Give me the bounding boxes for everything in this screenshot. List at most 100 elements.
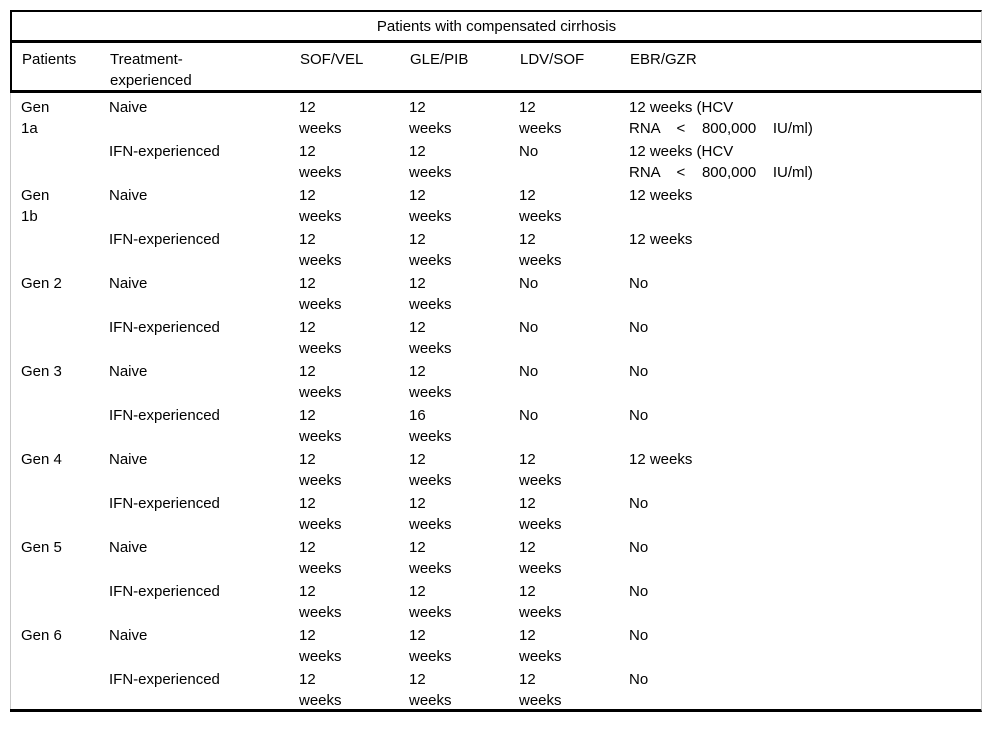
table-title: Patients with compensated cirrhosis	[376, 17, 617, 35]
cell-patients: Gen 4	[21, 451, 62, 468]
cell-treatment: IFN-experienced	[109, 143, 220, 160]
cell-gle-pib: 12 weeks	[409, 363, 452, 401]
cell-ldv-sof: 12 weeks	[519, 627, 562, 665]
cell-treatment: IFN-experienced	[109, 319, 220, 336]
cell-gle-pib: 12 weeks	[409, 671, 452, 709]
cell-patients: Gen 6	[21, 627, 62, 644]
cell-treatment: Naive	[109, 539, 148, 556]
cell-ebr-gzr: 12 weeks (HCV RNA < 800,000 IU/ml)	[629, 99, 813, 137]
cell-patients	[21, 229, 109, 269]
cell-ebr-gzr: 12 weeks	[629, 187, 693, 204]
column-header-gle-pib: GLE/PIB	[410, 51, 469, 68]
cell-ebr-gzr: No	[629, 671, 649, 688]
cell-gle-pib: 12 weeks	[409, 275, 452, 313]
cell-patients	[21, 493, 109, 533]
cell-ebr-gzr: No	[629, 583, 649, 600]
cell-ldv-sof: 12 weeks	[519, 231, 562, 269]
table-row: IFN-experienced 12 weeks 16 weeks No No	[11, 401, 981, 445]
cell-patients	[21, 669, 109, 709]
cell-patients: Gen 5	[21, 539, 62, 556]
cell-treatment: Naive	[109, 451, 148, 468]
cell-gle-pib: 12 weeks	[409, 495, 452, 533]
cell-ldv-sof: 12 weeks	[519, 495, 562, 533]
table-head-block: Patients with compensated cirrhosis Pati…	[10, 12, 981, 93]
cell-gle-pib: 12 weeks	[409, 583, 452, 621]
cell-treatment: Naive	[109, 99, 148, 116]
cell-treatment: Naive	[109, 363, 148, 380]
cell-sof-vel: 12 weeks	[299, 407, 342, 445]
cell-sof-vel: 12 weeks	[299, 143, 342, 181]
cell-sof-vel: 12 weeks	[299, 231, 342, 269]
cell-ldv-sof: No	[519, 319, 539, 336]
cell-ldv-sof: No	[519, 407, 539, 424]
cell-sof-vel: 12 weeks	[299, 627, 342, 665]
cell-gle-pib: 12 weeks	[409, 99, 452, 137]
cell-gle-pib: 16 weeks	[409, 407, 452, 445]
cell-ldv-sof: No	[519, 363, 539, 380]
column-header-patients: Patients	[22, 51, 77, 68]
cell-patients	[21, 317, 109, 357]
cell-gle-pib: 12 weeks	[409, 539, 452, 577]
table-row: IFN-experienced 12 weeks 12 weeks No 12 …	[11, 137, 981, 181]
cell-ebr-gzr: No	[629, 319, 649, 336]
table-row: IFN-experienced 12 weeks 12 weeks 12 wee…	[11, 489, 981, 533]
cell-sof-vel: 12 weeks	[299, 99, 342, 137]
table-row: IFN-experienced 12 weeks 12 weeks No No	[11, 313, 981, 357]
cell-treatment: Naive	[109, 275, 148, 292]
hcv-cirrhosis-treatment-table: Patients with compensated cirrhosis Pati…	[10, 10, 982, 712]
cell-ebr-gzr: No	[629, 363, 649, 380]
cell-patients	[21, 581, 109, 621]
table-row: Gen 5 Naive 12 weeks 12 weeks 12 weeks N…	[11, 533, 981, 577]
table-body: Gen 1a Naive 12 weeks 12 weeks 12 weeks …	[10, 93, 981, 709]
cell-sof-vel: 12 weeks	[299, 187, 342, 225]
cell-ldv-sof: 12 weeks	[519, 671, 562, 709]
cell-ldv-sof: 12 weeks	[519, 539, 562, 577]
cell-sof-vel: 12 weeks	[299, 583, 342, 621]
cell-ldv-sof: No	[519, 275, 539, 292]
cell-treatment: Naive	[109, 627, 148, 644]
table-row: IFN-experienced 12 weeks 12 weeks 12 wee…	[11, 225, 981, 269]
table-title-row: Patients with compensated cirrhosis	[12, 12, 981, 43]
table-row: Gen 2 Naive 12 weeks 12 weeks No No	[11, 269, 981, 313]
cell-gle-pib: 12 weeks	[409, 627, 452, 665]
cell-patients	[21, 141, 109, 181]
cell-sof-vel: 12 weeks	[299, 539, 342, 577]
cell-sof-vel: 12 weeks	[299, 451, 342, 489]
table-row: Gen 1a Naive 12 weeks 12 weeks 12 weeks …	[11, 93, 981, 137]
column-header-ldv-sof: LDV/SOF	[520, 51, 585, 68]
cell-ldv-sof: 12 weeks	[519, 99, 562, 137]
table-row: Gen 1b Naive 12 weeks 12 weeks 12 weeks …	[11, 181, 981, 225]
cell-ebr-gzr: No	[629, 407, 649, 424]
cell-ebr-gzr: No	[629, 539, 649, 556]
cell-ebr-gzr: No	[629, 275, 649, 292]
cell-ebr-gzr: 12 weeks	[629, 451, 693, 468]
cell-sof-vel: 12 weeks	[299, 275, 342, 313]
cell-ebr-gzr: 12 weeks (HCV RNA < 800,000 IU/ml)	[629, 143, 813, 181]
cell-ldv-sof: 12 weeks	[519, 187, 562, 225]
cell-treatment: IFN-experienced	[109, 407, 220, 424]
column-header-treatment-experienced: Treatment- experienced	[110, 51, 192, 89]
table-row: Gen 4 Naive 12 weeks 12 weeks 12 weeks 1…	[11, 445, 981, 489]
table-row: Gen 3 Naive 12 weeks 12 weeks No No	[11, 357, 981, 401]
cell-sof-vel: 12 weeks	[299, 495, 342, 533]
cell-ldv-sof: 12 weeks	[519, 583, 562, 621]
cell-ebr-gzr: 12 weeks	[629, 231, 693, 248]
cell-sof-vel: 12 weeks	[299, 671, 342, 709]
cell-gle-pib: 12 weeks	[409, 143, 452, 181]
cell-patients: Gen 2	[21, 275, 62, 292]
cell-patients	[21, 405, 109, 445]
cell-sof-vel: 12 weeks	[299, 319, 342, 357]
cell-gle-pib: 12 weeks	[409, 231, 452, 269]
cell-gle-pib: 12 weeks	[409, 451, 452, 489]
cell-gle-pib: 12 weeks	[409, 187, 452, 225]
cell-patients: Gen 1a	[21, 99, 50, 137]
cell-ebr-gzr: No	[629, 627, 649, 644]
cell-treatment: IFN-experienced	[109, 671, 220, 688]
cell-treatment: IFN-experienced	[109, 231, 220, 248]
column-header-ebr-gzr: EBR/GZR	[630, 51, 697, 68]
cell-ebr-gzr: No	[629, 495, 649, 512]
cell-treatment: IFN-experienced	[109, 583, 220, 600]
table-row: Gen 6 Naive 12 weeks 12 weeks 12 weeks N…	[11, 621, 981, 665]
cell-patients: Gen 1b	[21, 187, 50, 225]
